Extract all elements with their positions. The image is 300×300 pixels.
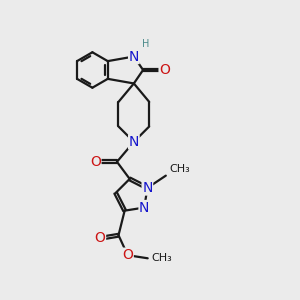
Text: N: N bbox=[142, 181, 153, 195]
Text: CH₃: CH₃ bbox=[169, 164, 190, 174]
Text: N: N bbox=[139, 201, 149, 214]
Text: O: O bbox=[90, 155, 101, 169]
Text: H: H bbox=[142, 39, 150, 49]
Text: O: O bbox=[94, 231, 106, 245]
Text: N: N bbox=[129, 50, 139, 64]
Text: O: O bbox=[122, 248, 133, 262]
Text: O: O bbox=[159, 63, 170, 77]
Text: N: N bbox=[129, 135, 139, 149]
Text: CH₃: CH₃ bbox=[151, 253, 172, 263]
